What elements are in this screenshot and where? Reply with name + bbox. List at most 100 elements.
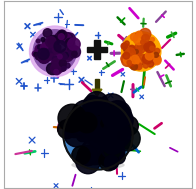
Circle shape xyxy=(99,151,118,171)
Circle shape xyxy=(92,139,115,162)
Circle shape xyxy=(102,107,123,128)
Circle shape xyxy=(52,58,62,68)
Circle shape xyxy=(101,119,110,128)
Circle shape xyxy=(96,106,122,132)
Circle shape xyxy=(139,54,148,63)
Circle shape xyxy=(58,34,64,40)
Circle shape xyxy=(145,52,154,60)
Circle shape xyxy=(118,132,126,140)
Circle shape xyxy=(43,29,52,37)
Circle shape xyxy=(100,118,128,146)
Ellipse shape xyxy=(72,161,124,169)
Circle shape xyxy=(134,43,145,54)
Circle shape xyxy=(137,43,144,50)
Circle shape xyxy=(147,61,154,67)
Circle shape xyxy=(134,48,142,56)
Circle shape xyxy=(38,51,50,64)
Circle shape xyxy=(64,121,90,147)
Circle shape xyxy=(77,112,97,133)
Circle shape xyxy=(62,50,69,57)
Circle shape xyxy=(142,54,152,64)
Circle shape xyxy=(104,141,121,159)
Circle shape xyxy=(102,120,131,148)
Circle shape xyxy=(54,48,60,54)
Circle shape xyxy=(63,50,72,59)
Circle shape xyxy=(88,122,107,141)
Circle shape xyxy=(98,149,114,164)
Circle shape xyxy=(123,56,132,64)
Circle shape xyxy=(55,33,64,42)
Circle shape xyxy=(46,37,56,47)
Circle shape xyxy=(131,55,139,64)
Circle shape xyxy=(105,106,133,134)
Circle shape xyxy=(72,146,90,164)
Circle shape xyxy=(53,68,57,73)
Circle shape xyxy=(65,63,70,68)
Circle shape xyxy=(121,43,127,49)
Circle shape xyxy=(46,63,58,75)
Circle shape xyxy=(53,51,63,61)
Circle shape xyxy=(86,111,93,118)
Circle shape xyxy=(129,45,135,51)
Circle shape xyxy=(75,113,89,127)
Circle shape xyxy=(52,55,64,67)
Circle shape xyxy=(135,54,139,59)
Circle shape xyxy=(106,117,128,139)
Circle shape xyxy=(82,115,106,140)
Circle shape xyxy=(143,63,148,68)
Circle shape xyxy=(63,100,133,170)
Circle shape xyxy=(123,52,130,59)
Circle shape xyxy=(99,148,117,167)
FancyBboxPatch shape xyxy=(94,40,100,59)
Circle shape xyxy=(41,49,50,57)
Circle shape xyxy=(128,60,134,66)
Circle shape xyxy=(59,36,62,40)
Circle shape xyxy=(60,34,71,45)
FancyBboxPatch shape xyxy=(95,79,99,89)
Circle shape xyxy=(150,37,154,42)
Circle shape xyxy=(137,57,141,61)
Circle shape xyxy=(34,52,37,56)
Circle shape xyxy=(32,51,38,57)
Circle shape xyxy=(81,138,108,165)
Circle shape xyxy=(85,92,108,115)
Circle shape xyxy=(57,45,61,49)
Circle shape xyxy=(54,40,66,52)
Circle shape xyxy=(40,44,48,51)
Circle shape xyxy=(131,63,137,70)
Circle shape xyxy=(30,26,80,77)
Circle shape xyxy=(58,120,76,139)
Circle shape xyxy=(98,104,112,117)
Circle shape xyxy=(129,54,137,62)
Circle shape xyxy=(68,38,80,50)
Circle shape xyxy=(60,48,74,62)
Circle shape xyxy=(42,39,51,48)
Circle shape xyxy=(104,155,119,170)
Circle shape xyxy=(60,64,66,71)
Circle shape xyxy=(123,47,127,50)
Circle shape xyxy=(57,30,67,40)
Circle shape xyxy=(64,33,75,44)
Circle shape xyxy=(58,54,62,59)
Circle shape xyxy=(72,100,100,128)
Circle shape xyxy=(99,105,115,121)
Circle shape xyxy=(89,153,101,164)
Circle shape xyxy=(152,55,161,64)
Circle shape xyxy=(98,94,126,122)
Circle shape xyxy=(92,114,121,143)
Circle shape xyxy=(154,52,159,57)
Circle shape xyxy=(115,126,140,151)
Circle shape xyxy=(51,63,61,74)
Circle shape xyxy=(135,63,142,70)
Circle shape xyxy=(70,38,74,42)
Circle shape xyxy=(102,132,124,154)
Circle shape xyxy=(142,34,149,42)
Circle shape xyxy=(71,54,75,58)
Circle shape xyxy=(38,48,49,60)
Circle shape xyxy=(122,43,127,49)
Circle shape xyxy=(68,114,93,138)
Circle shape xyxy=(53,45,58,51)
Circle shape xyxy=(63,37,73,47)
Circle shape xyxy=(104,101,131,128)
Circle shape xyxy=(99,135,108,144)
